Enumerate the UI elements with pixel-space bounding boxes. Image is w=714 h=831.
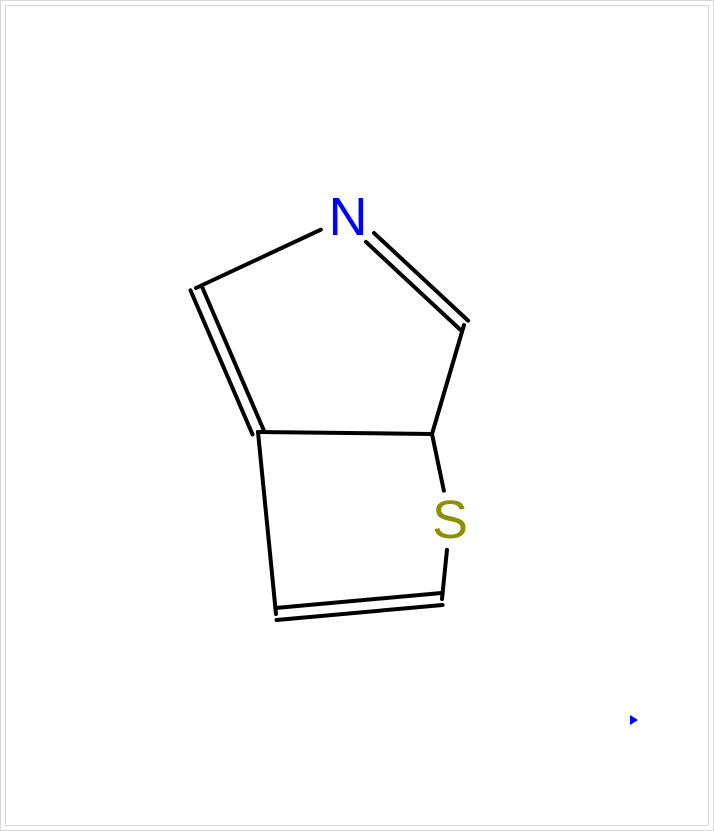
bond xyxy=(258,432,432,434)
atom-label: N xyxy=(329,187,368,247)
molecule-canvas: SN xyxy=(0,0,714,831)
atom-label: S xyxy=(432,490,468,550)
